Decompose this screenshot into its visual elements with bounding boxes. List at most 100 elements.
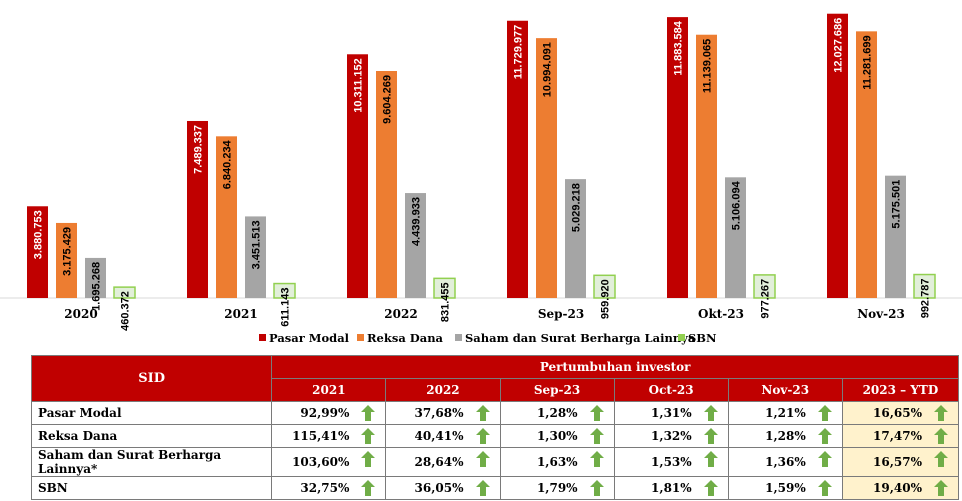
growth-table-wrapper: SID Pertumbuhan investor 2021 2022 Sep-23 O…	[30, 355, 960, 500]
data-label-pasar-modal-nov-23: 12.027.686	[833, 18, 845, 73]
growth-value: 1,53%	[651, 455, 692, 469]
growth-cell: 1,59%	[727, 476, 843, 500]
bar-sbn-2020	[114, 287, 135, 298]
data-label-sbn-2022: 831.455	[440, 282, 452, 322]
growth-cell: 1,36%	[727, 447, 843, 477]
growth-cell: 1,32%	[613, 424, 729, 448]
bar-saham-dan-surat-berharga-lainnya-2021	[245, 216, 266, 298]
bar-outline-sbn-sep-23	[593, 274, 616, 299]
bar-reksa-dana-2021	[216, 136, 237, 298]
up-arrow-icon	[703, 405, 718, 421]
up-arrow-icon	[817, 480, 832, 496]
investor-bar-chart: 3.880.753 3.175.429 1.695.268 460.372 2020 7.…	[0, 13, 962, 345]
bar-outline-sbn-2022	[433, 277, 456, 299]
bar-sbn-nov-23	[914, 274, 935, 298]
bar-sbn-2022	[434, 278, 455, 298]
bar-pasar-modal-nov-23	[827, 13, 848, 299]
up-arrow-icon	[934, 480, 948, 496]
growth-value: 37,68%	[414, 406, 464, 420]
table-row: Saham dan Surat Berharga Lainnya* 103,60%…	[30, 447, 960, 477]
data-label-sbn-okt-23: 977.267	[760, 279, 772, 319]
up-arrow-icon	[703, 428, 718, 444]
data-label-pasar-modal-sep-23: 11.729.977	[513, 25, 525, 79]
bar-reksa-dana-nov-23	[856, 31, 877, 298]
growth-cell: 16,65%	[841, 401, 960, 425]
legend-label-pasar-modal: Pasar Modal	[269, 331, 350, 345]
growth-cell: 1,31%	[613, 401, 729, 425]
legend-label-saham-dan-surat-berharga-lainnya: Saham dan Surat Berharga Lainnya	[465, 331, 696, 345]
growth-value: 1,81%	[651, 481, 692, 495]
growth-value: 28,64%	[414, 455, 464, 469]
bar-outline-sbn-2021	[273, 282, 296, 299]
up-arrow-icon	[817, 451, 832, 467]
legend-swatch-reksa-dana	[357, 334, 364, 341]
growth-cell: 1,81%	[613, 476, 729, 500]
legend-swatch-sbn	[678, 334, 685, 341]
bar-saham-dan-surat-berharga-lainnya-nov-23	[885, 175, 906, 298]
growth-value: 115,41%	[292, 429, 350, 443]
bar-reksa-dana-sep-23	[536, 38, 557, 298]
legend-label-reksa-dana: Reksa Dana	[367, 331, 444, 345]
up-arrow-icon	[589, 405, 604, 421]
investor-growth-table: SID Pertumbuhan investor 2021 2022 Sep-23 O…	[30, 355, 960, 500]
column-header-4: Nov-23	[727, 378, 843, 402]
column-header-5: 2023 – YTD	[841, 378, 960, 402]
growth-value: 32,75%	[300, 481, 350, 495]
bar-saham-dan-surat-berharga-lainnya-okt-23	[725, 177, 746, 298]
growth-value: 36,05%	[414, 481, 464, 495]
table-row: SBN 32,75% 36,05% 1,79% 1,81% 1,59% 19,40%	[30, 476, 960, 500]
row-label: SBN	[30, 476, 273, 500]
growth-group-header: Pertumbuhan investor	[271, 355, 959, 379]
growth-cell: 92,99%	[271, 401, 387, 425]
up-arrow-icon	[361, 480, 376, 496]
up-arrow-icon	[817, 428, 832, 444]
data-label-pasar-modal-okt-23: 11.883.584	[673, 20, 685, 75]
up-arrow-icon	[589, 480, 604, 496]
up-arrow-icon	[475, 405, 490, 421]
data-label-pasar-modal-2021: 7.489.337	[193, 125, 205, 174]
up-arrow-icon	[934, 428, 948, 444]
data-label-sbn-nov-23: 992.787	[920, 279, 932, 319]
bar-pasar-modal-okt-23	[667, 17, 688, 298]
up-arrow-icon	[475, 451, 490, 467]
bar-outline-sbn-okt-23	[753, 274, 776, 299]
bar-reksa-dana-okt-23	[696, 34, 717, 298]
data-label-reksa-dana-nov-23: 11.281.699	[862, 35, 874, 89]
x-tick-label-2021: 2021	[224, 307, 257, 321]
row-label: Reksa Dana	[30, 424, 273, 448]
up-arrow-icon	[934, 451, 948, 467]
growth-value: 16,65%	[873, 406, 922, 420]
growth-value: 1,28%	[765, 429, 806, 443]
growth-value: 92,99%	[300, 406, 350, 420]
growth-value: 103,60%	[292, 455, 350, 469]
data-label-saham-dan-surat-berharga-lainnya-okt-23: 5.106.094	[731, 180, 743, 230]
bar-saham-dan-surat-berharga-lainnya-2020	[85, 257, 106, 298]
column-header-2: Sep-23	[499, 378, 615, 402]
growth-cell: 115,41%	[271, 424, 387, 448]
growth-cell: 1,79%	[499, 476, 615, 500]
column-header-0: 2021	[271, 378, 387, 402]
data-label-saham-dan-surat-berharga-lainnya-2022: 4.439.933	[411, 197, 423, 246]
up-arrow-icon	[703, 451, 718, 467]
bar-reksa-dana-2022	[376, 70, 397, 298]
up-arrow-icon	[361, 405, 376, 421]
growth-cell: 1,28%	[499, 401, 615, 425]
growth-cell: 1,63%	[499, 447, 615, 477]
data-label-saham-dan-surat-berharga-lainnya-2020: 1.695.268	[91, 262, 103, 311]
data-label-pasar-modal-2022: 10.311.152	[353, 58, 365, 112]
up-arrow-icon	[475, 480, 490, 496]
data-label-sbn-2021: 611.143	[280, 288, 292, 327]
bar-outline-sbn-2020	[113, 286, 136, 299]
bar-sbn-sep-23	[594, 275, 615, 298]
data-label-sbn-sep-23: 959.920	[600, 279, 612, 319]
growth-value: 1,21%	[765, 406, 806, 420]
table-row: Pasar Modal 92,99% 37,68% 1,28% 1,31% 1,21% 16…	[30, 401, 960, 425]
data-label-reksa-dana-2021: 6.840.234	[222, 139, 234, 189]
bar-pasar-modal-2020	[27, 206, 48, 298]
row-label: Pasar Modal	[30, 401, 273, 425]
bar-saham-dan-surat-berharga-lainnya-2022	[405, 193, 426, 298]
growth-cell: 16,57%	[841, 447, 960, 477]
x-tick-label-sep-23: Sep-23	[538, 307, 584, 321]
growth-cell: 37,68%	[385, 401, 501, 425]
bar-pasar-modal-sep-23	[507, 20, 528, 298]
